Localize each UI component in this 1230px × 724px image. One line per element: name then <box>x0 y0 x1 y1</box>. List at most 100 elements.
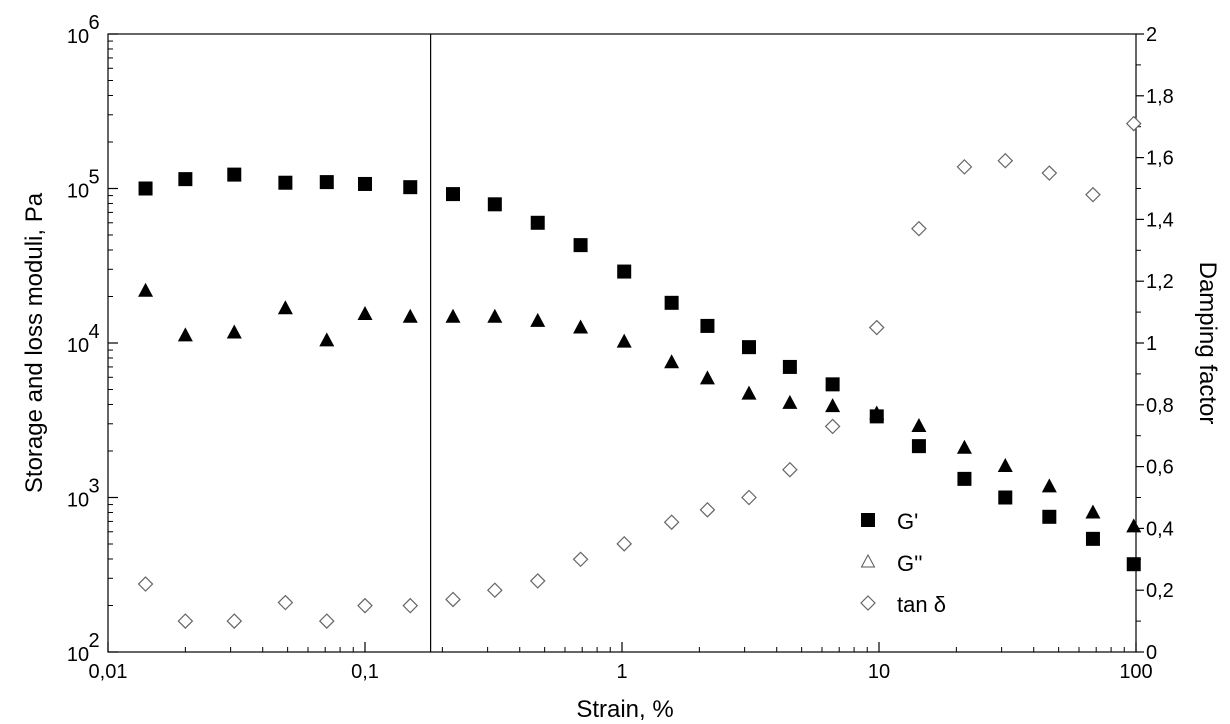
tan-delta-point <box>318 613 335 629</box>
tan-delta-point <box>1041 165 1058 181</box>
g-double-prime-point <box>445 308 461 323</box>
g-double-prime-point <box>699 370 715 385</box>
tan-delta-point <box>277 594 294 611</box>
g-double-prime-point <box>997 457 1013 472</box>
y-right-tick-label: 0,2 <box>1146 580 1174 602</box>
g-prime-point <box>358 176 372 191</box>
g-prime-point <box>403 180 418 195</box>
g-prime-point <box>741 340 756 355</box>
y-right-tick-label: 2 <box>1146 24 1157 46</box>
g-double-prime-point <box>357 306 373 321</box>
g-double-prime-point <box>825 398 841 413</box>
g-prime-point <box>1085 531 1100 546</box>
y-right-tick-label: 1,6 <box>1146 148 1174 170</box>
g-prime-point <box>573 238 588 253</box>
g-double-prime-point <box>1126 518 1142 533</box>
x-tick-label: 10 <box>868 661 890 683</box>
g-double-prime-point <box>956 439 972 454</box>
x-tick-label: 100 <box>1119 661 1152 683</box>
x-axis: 0,01 0,1 1 10 100 <box>89 642 1153 683</box>
g-prime-point <box>957 471 972 486</box>
g-prime-point <box>700 318 715 333</box>
y-left-tick-exponent: 6 <box>88 12 99 34</box>
x-axis-label: Strain, % <box>576 696 673 723</box>
y-right-tick-label: 0,6 <box>1146 457 1174 479</box>
y-left-tick-exponent: 5 <box>88 167 99 189</box>
y-left-tick-label: 10 <box>67 644 89 666</box>
tan-delta-point <box>1085 186 1101 203</box>
g-prime-point <box>664 295 679 310</box>
g-prime-point <box>138 181 153 196</box>
tan-delta-point <box>226 613 243 629</box>
g-prime-point <box>1042 509 1057 524</box>
g-double-prime-point <box>869 405 885 420</box>
series-0 <box>138 167 1141 572</box>
legend-label: tan δ <box>897 592 946 617</box>
g-prime-point <box>530 215 545 230</box>
y-left-tick-exponent: 3 <box>88 476 99 498</box>
g-double-prime-point <box>487 308 503 323</box>
tan-delta-point <box>782 461 798 478</box>
y-right-tick-label: 0,8 <box>1146 395 1174 417</box>
tan-delta-point <box>741 489 757 506</box>
y-left-tick-label: 10 <box>67 335 89 357</box>
tan-delta-point <box>529 573 546 589</box>
legend-marker <box>860 595 876 611</box>
y-right-tick-label: 1,4 <box>1146 209 1174 231</box>
y-left-tick-exponent: 4 <box>88 321 99 343</box>
legend-marker <box>860 553 876 568</box>
y-left-tick-label: 10 <box>67 181 89 203</box>
g-prime-point <box>446 187 461 202</box>
legend-marker <box>861 513 875 527</box>
series-layer <box>137 115 1142 629</box>
g-prime-point <box>487 197 502 212</box>
series-1 <box>138 282 1142 533</box>
y-left-tick-label: 10 <box>67 26 89 48</box>
y-left-tick-exponent: 2 <box>88 630 99 652</box>
g-double-prime-point <box>664 354 680 369</box>
g-double-prime-point <box>911 418 927 433</box>
g-prime-point <box>1126 557 1141 572</box>
tan-delta-point <box>486 582 503 599</box>
tan-delta-point <box>663 514 680 531</box>
series-2 <box>137 115 1142 629</box>
g-double-prime-point <box>530 312 546 327</box>
tan-delta-point <box>997 152 1014 169</box>
legend-label: G'' <box>897 551 923 576</box>
tan-delta-point <box>572 551 589 568</box>
g-double-prime-point <box>573 319 589 334</box>
g-double-prime-point <box>1085 504 1101 519</box>
g-double-prime-point <box>402 308 418 323</box>
x-tick-label: 0,1 <box>351 661 379 683</box>
g-prime-point <box>998 490 1013 505</box>
tan-delta-point <box>402 597 419 614</box>
tan-delta-point <box>177 613 194 629</box>
tan-delta-point <box>616 536 633 552</box>
g-prime-point <box>278 175 293 190</box>
y-right-tick-label: 0,4 <box>1146 518 1174 540</box>
g-prime-point <box>782 359 797 374</box>
g-prime-point <box>911 439 926 454</box>
tan-delta-point <box>868 319 885 336</box>
tan-delta-point <box>956 159 973 175</box>
g-prime-point <box>319 175 334 190</box>
g-double-prime-point <box>138 282 154 297</box>
right-y-axis: 0 0,2 0,4 0,6 0,8 1 1,2 1,4 1,6 1,8 2 <box>1136 24 1174 664</box>
g-double-prime-point <box>226 324 242 339</box>
y-right-tick-label: 0 <box>1146 642 1157 664</box>
x-tick-label: 0,01 <box>89 661 128 683</box>
y-left-tick-label: 10 <box>67 490 89 512</box>
g-prime-point <box>617 264 632 279</box>
g-double-prime-point <box>616 333 632 348</box>
y-right-tick-label: 1 <box>1146 333 1157 355</box>
g-double-prime-point <box>319 332 335 347</box>
tan-delta-point <box>137 576 154 592</box>
g-prime-point <box>227 167 242 182</box>
legend: G' G'' tan δ <box>860 509 946 617</box>
g-double-prime-point <box>782 394 798 409</box>
g-double-prime-point <box>277 300 293 315</box>
x-tick-label: 1 <box>616 661 627 683</box>
tan-delta-point <box>699 502 716 518</box>
right-y-axis-label: Damping factor <box>1194 262 1221 425</box>
